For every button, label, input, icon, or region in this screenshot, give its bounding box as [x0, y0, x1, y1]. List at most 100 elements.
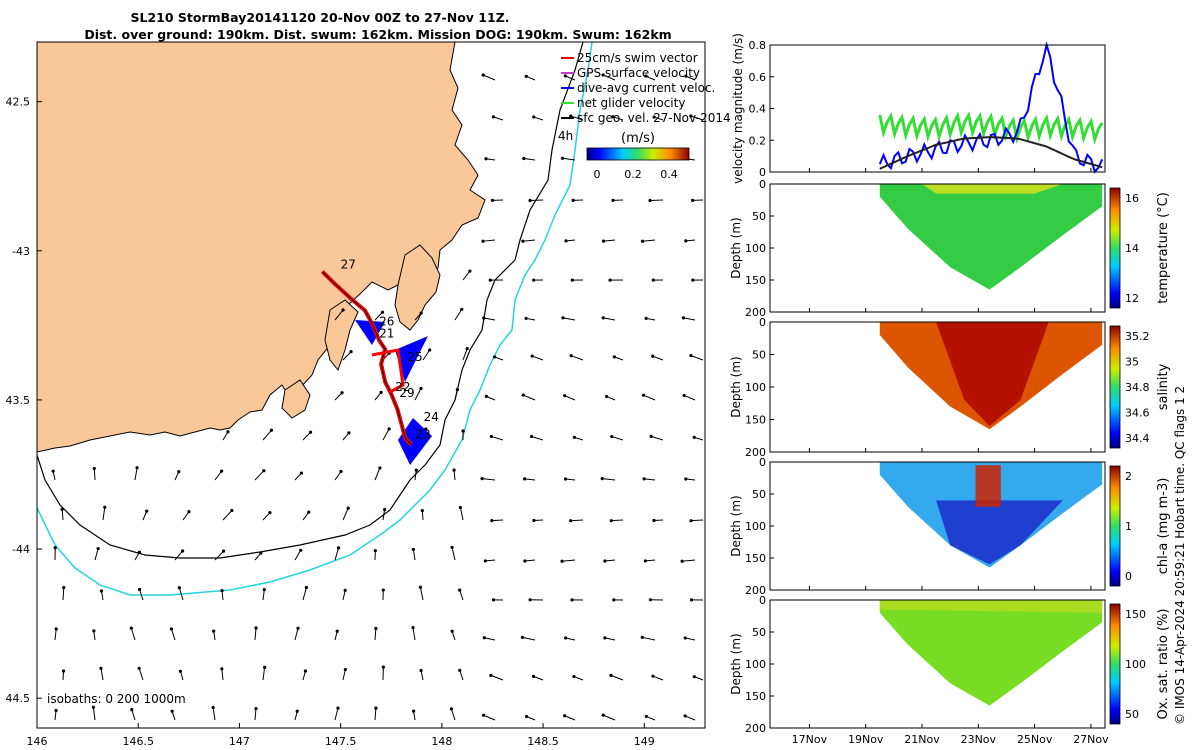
velocity-arrow-head: [339, 469, 343, 474]
velocity-arrow-head: [488, 278, 492, 282]
velocity-arrow: [422, 349, 431, 361]
map-colorbar-ticks: 0 0.2 0.4: [594, 168, 678, 181]
velocity-arrow-head: [482, 636, 486, 640]
velocity-arrow-head: [414, 468, 418, 472]
velocity-arrow-head: [411, 626, 415, 630]
velocity-arrow: [570, 519, 584, 522]
velocity-arrow-head: [569, 519, 573, 523]
velocity-arrow: [382, 428, 390, 441]
map-x-tick-label: 146.5: [122, 735, 154, 748]
velocity-arrow: [130, 627, 136, 641]
velocity-arrow: [342, 669, 346, 681]
velocity-arrow-head: [268, 511, 272, 515]
velocity-arrow: [485, 559, 496, 562]
panel-1: 0 50 100 150 200 Depth (m) 16 14 12 temperature (…: [729, 178, 1171, 319]
section-surface: [922, 184, 1063, 194]
velocity-arrow-head: [563, 394, 567, 398]
glider-track: [321, 270, 432, 465]
colorbar-label: temperature (°C): [1156, 192, 1171, 304]
velocity-arrow-head: [381, 588, 385, 592]
velocity-arrow-head: [651, 354, 655, 358]
velocity-arrow-head: [336, 546, 341, 550]
velocity-arrow-head: [689, 114, 693, 118]
series-line: [878, 41, 1104, 174]
velocity-arrow-head: [259, 551, 263, 555]
velocity-arrow-head: [420, 509, 424, 513]
velocity-arrow: [650, 199, 664, 202]
velocity-arrow-head: [532, 518, 536, 523]
velocity-arrow: [182, 511, 190, 521]
velocity-arrow-head: [611, 115, 615, 119]
series-line: [879, 136, 1103, 170]
velocity-arrow: [491, 519, 504, 522]
velocity-arrow-head: [560, 156, 565, 160]
velocity-arrow-head: [609, 673, 613, 677]
panel-colorbar: [1109, 187, 1121, 309]
velocity-arrow-head: [571, 198, 575, 202]
velocity-arrow: [462, 348, 468, 361]
velocity-arrow: [93, 468, 96, 481]
velocity-arrow-head: [103, 505, 107, 509]
velocity-arrow-head: [691, 278, 695, 282]
y-tick-label: 150: [745, 552, 766, 565]
velocity-arrow-head: [303, 669, 308, 673]
panel-frame: [769, 183, 1106, 313]
velocity-arrow-head: [336, 706, 340, 710]
map-y-tick-label: 43.5: [6, 394, 31, 407]
velocity-arrow: [174, 550, 183, 561]
map-y-ticks: 42.5 -43 43.5 -44 44.5: [6, 96, 42, 705]
velocity-arrow-head: [484, 394, 488, 398]
glider-track-centre: [322, 271, 412, 446]
velocity-arrow-head: [460, 307, 464, 311]
velocity-arrow-head: [523, 477, 527, 481]
velocity-arrow: [302, 431, 311, 441]
velocity-arrow: [564, 395, 576, 401]
velocity-arrow: [334, 547, 340, 561]
velocity-arrow: [459, 670, 464, 681]
map-colorbar-tick: 0.4: [660, 168, 678, 181]
velocity-arrow-head: [226, 430, 230, 434]
velocity-arrow-head: [262, 469, 266, 473]
velocity-arrow: [254, 627, 257, 641]
velocity-arrow-head: [380, 310, 385, 314]
time-series-panels: 0 0.2 0.4 0.6 0.8 velocity magnitude (m/s) 0 50…: [729, 33, 1171, 746]
velocity-arrow: [414, 388, 422, 401]
velocity-arrow-head: [450, 629, 454, 633]
colorbar-tick: 34.4: [1125, 432, 1150, 445]
map-y-tick-label: 44.5: [6, 692, 31, 705]
velocity-arrow: [650, 435, 664, 441]
colorbar-tick: 14: [1125, 242, 1139, 255]
colorbar-tick: 16: [1125, 192, 1139, 205]
velocity-arrow: [170, 628, 176, 641]
velocity-arrow-head: [651, 674, 655, 678]
panel-ylabel: velocity magnitude (m/s): [731, 33, 745, 184]
island-south: [281, 379, 311, 419]
velocity-arrow: [334, 471, 342, 481]
velocity-arrow-head: [491, 598, 496, 602]
velocity-arrow: [522, 239, 536, 242]
velocity-arrow-head: [419, 386, 423, 391]
velocity-arrow: [374, 467, 381, 481]
map-x-tick-label: 147: [229, 735, 250, 748]
day-label: 29: [399, 386, 414, 400]
velocity-arrow: [573, 676, 584, 681]
velocity-arrow: [565, 75, 576, 81]
y-tick-label: 100: [745, 520, 766, 533]
y-tick-label: 50: [752, 488, 766, 501]
velocity-arrow-head: [561, 316, 565, 320]
velocity-arrow: [562, 559, 576, 562]
colorbar-tick: 35.2: [1125, 330, 1150, 343]
velocity-arrow-head: [483, 559, 487, 563]
velocity-arrow-head: [262, 588, 266, 592]
velocity-arrow-head: [683, 636, 687, 640]
time-tick-label: 17Nov: [792, 733, 828, 746]
velocity-arrow-head: [492, 355, 497, 359]
velocity-arrow: [334, 708, 339, 721]
velocity-arrow: [604, 559, 616, 562]
velocity-arrow: [142, 510, 148, 521]
panel-frame: [769, 44, 1106, 173]
velocity-arrow: [602, 74, 616, 81]
velocity-arrow-head: [177, 586, 181, 590]
velocity-arrow-head: [221, 549, 226, 553]
